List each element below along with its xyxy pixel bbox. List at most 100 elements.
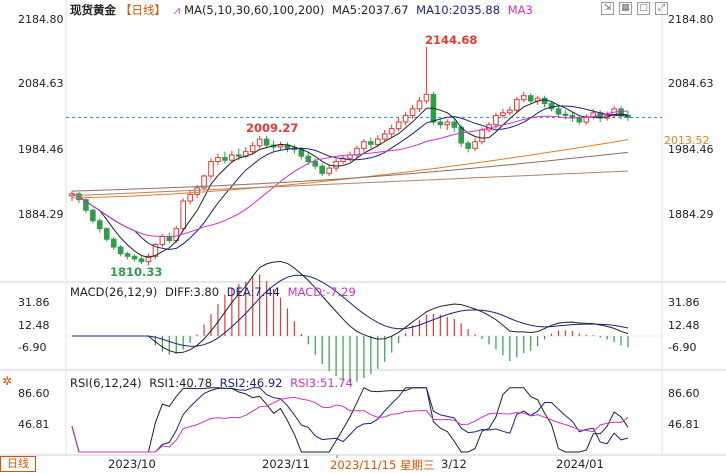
- candle-body: [90, 209, 96, 222]
- x-axis-crosshair-label: 2023/11/15 星期三: [330, 458, 435, 472]
- candle-body: [555, 108, 562, 115]
- macd-legend: MACD(26,12,9) DIFF:3.80 DEA:7.44 MACD:-7…: [70, 285, 360, 299]
- current-price-tag: 2013.52: [664, 134, 710, 147]
- candle-body: [138, 258, 145, 263]
- ma-icon[interactable]: ⩘: [173, 3, 181, 17]
- rsi-name[interactable]: RSI(6,12,24): [70, 376, 142, 390]
- timeframe-label[interactable]: 【日线】: [120, 3, 166, 17]
- ma5-line: [71, 99, 629, 258]
- rsi3-line: [71, 396, 629, 453]
- candle-body: [388, 128, 395, 135]
- candle-body: [312, 161, 319, 167]
- candle-body: [368, 141, 374, 145]
- ma100-line: [71, 170, 629, 197]
- candle-body: [97, 220, 103, 230]
- period-tab[interactable]: 日线: [0, 456, 36, 472]
- candle-body: [402, 114, 409, 123]
- candle-body: [263, 138, 270, 146]
- ma-params[interactable]: MA(5,10,30,60,100,200): [184, 3, 325, 17]
- candle-body: [110, 238, 117, 248]
- macd-axis-label-left: -6.90: [18, 341, 47, 354]
- rsi2-line: [71, 387, 629, 453]
- candle-body: [500, 112, 506, 116]
- candle-body: [83, 199, 89, 211]
- candle-body: [187, 193, 193, 202]
- price-axis-label: 1984.46: [668, 143, 714, 156]
- candle-body: [451, 121, 458, 128]
- candle-body: [465, 142, 471, 149]
- rsi2-value: RSI2:46.92: [219, 376, 283, 390]
- candle-body: [319, 165, 325, 174]
- x-axis-label: 2024/01: [556, 457, 604, 471]
- main-legend: 现货黄金 【日线】 ⩘ MA(5,10,30,60,100,200) MA5:203…: [70, 2, 537, 18]
- x-axis-label: 3/12: [441, 457, 467, 471]
- window-icon[interactable]: ▢: [637, 2, 650, 15]
- macd-axis-label: 31.86: [668, 296, 700, 309]
- price-axis-label: 1884.29: [668, 208, 714, 221]
- candle-body: [444, 121, 451, 126]
- candle-body: [395, 121, 402, 130]
- candle-body: [562, 113, 569, 116]
- settings-icon[interactable]: ✲: [2, 374, 13, 388]
- price-axis-label-left: 2184.80: [18, 13, 64, 26]
- macd-axis-label-left: 31.86: [18, 296, 50, 309]
- candle-body: [236, 154, 242, 157]
- ma30-line: [72, 139, 629, 199]
- candle-body: [159, 236, 166, 245]
- candle-body: [305, 155, 312, 163]
- ma10-line: [71, 105, 629, 251]
- high-annotation: 2144.68: [425, 33, 478, 47]
- grid-icon[interactable]: ▦: [619, 2, 632, 15]
- pin-icon[interactable]: ⇲: [601, 2, 614, 15]
- candle-body: [361, 141, 367, 149]
- macd-name[interactable]: MACD(26,12,9): [70, 285, 158, 299]
- candle-body: [423, 93, 430, 102]
- candle-body: [409, 108, 416, 116]
- candle-body: [194, 187, 200, 195]
- candle-body: [527, 95, 534, 102]
- candle-body: [514, 99, 520, 111]
- ma60-line: [71, 151, 629, 192]
- price-axis-label: 2184.80: [668, 13, 714, 26]
- macd-value: MACD:-7.29: [287, 285, 356, 299]
- candle-body: [583, 116, 590, 123]
- candle-body: [507, 109, 513, 114]
- rsi-axis-label-left: 86.60: [18, 387, 50, 400]
- candle-body: [166, 236, 173, 242]
- x-axis-label: 2023/11: [262, 457, 310, 471]
- candle-body: [131, 255, 138, 260]
- rsi3-value: RSI3:51.74: [290, 376, 353, 390]
- low-annotation: 1810.33: [110, 265, 163, 279]
- candle-body: [229, 154, 235, 161]
- mid-high-annotation: 2009.27: [246, 121, 299, 135]
- macd-diff: DIFF:3.80: [165, 285, 220, 299]
- candle-body: [145, 255, 152, 263]
- candle-body: [333, 161, 339, 169]
- rsi1-value: RSI1:40.78: [149, 376, 213, 390]
- x-axis-label: 2023/10: [108, 457, 156, 471]
- candle-body: [548, 103, 555, 110]
- candle-body: [416, 100, 423, 110]
- expand-icon[interactable]: ⤢: [655, 2, 668, 15]
- candle-body: [340, 157, 346, 163]
- rsi-axis-label-left: 46.81: [18, 418, 50, 431]
- ma3-line: [71, 110, 629, 238]
- candle-body: [215, 157, 221, 163]
- price-axis-label-left: 2084.63: [18, 77, 64, 90]
- rsi-axis-label: 86.60: [668, 387, 700, 400]
- candle-body: [180, 200, 186, 230]
- symbol-name: 现货黄金: [70, 3, 116, 17]
- ma5-value: MA5:2037.67: [331, 3, 409, 17]
- candle-body: [117, 246, 124, 255]
- price-axis-label-left: 1984.46: [18, 143, 64, 156]
- macd-axis-label: -6.90: [668, 341, 697, 354]
- candle-body: [375, 138, 381, 145]
- candle-body: [124, 253, 131, 257]
- candle-body: [576, 117, 583, 123]
- candle-body: [256, 138, 263, 147]
- candle-body: [381, 133, 388, 140]
- candle-body: [625, 114, 631, 118]
- candle-body: [222, 157, 228, 161]
- rsi-legend: RSI(6,12,24) RSI1:40.78 RSI2:46.92 RSI3:…: [70, 376, 357, 390]
